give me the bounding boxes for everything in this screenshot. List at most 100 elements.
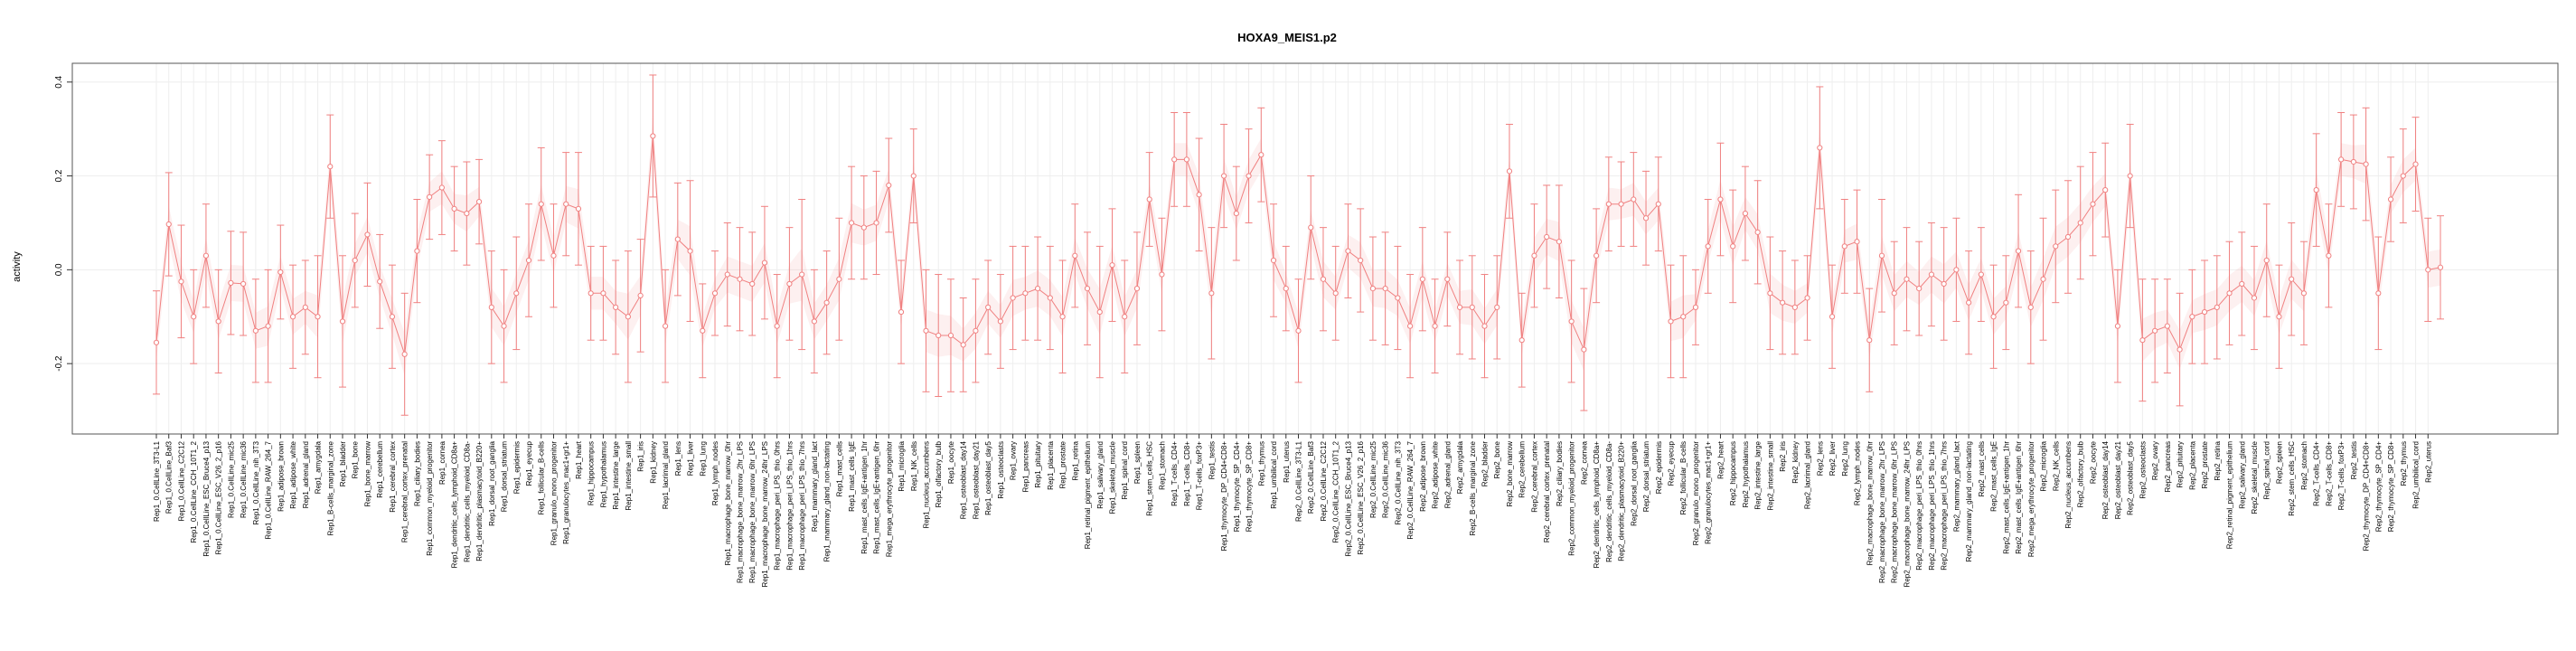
- x-tick-label: Rep1_macrophage_peri_LPS_thio_0hrs: [774, 441, 782, 571]
- x-tick-label: Rep1_T-cells_foxP3+: [1196, 441, 1204, 511]
- data-point: [898, 308, 905, 316]
- data-point: [2289, 276, 2295, 282]
- data-point: [2400, 173, 2406, 179]
- data-point: [1904, 276, 1910, 282]
- x-tick-label: Rep2_ciliary_bodies: [1556, 441, 1564, 506]
- data-point: [1332, 290, 1339, 297]
- x-tick-label: Rep1_0.CellLine_mic36: [240, 440, 248, 517]
- data-point: [1730, 243, 1736, 250]
- data-point: [2412, 161, 2419, 167]
- x-tick-label: Rep1_adipose_white: [289, 440, 297, 508]
- x-tick-label: Rep1_bone_marrow: [363, 441, 371, 507]
- x-tick-label: Rep1_dendritic_plasmacytoid_B220+: [475, 441, 484, 561]
- data-point: [1581, 346, 1587, 353]
- x-tick-label: Rep1_lung: [699, 441, 707, 476]
- data-point: [997, 318, 1003, 325]
- x-tick-label: Rep2_osteoblast_day21: [2114, 440, 2122, 519]
- x-tick-label: Rep1_cerebellum: [376, 441, 384, 498]
- x-tick-label: Rep2_NK_cells: [2052, 441, 2060, 491]
- data-point: [1220, 173, 1227, 179]
- data-point: [923, 327, 929, 334]
- data-point: [1680, 314, 1687, 320]
- x-tick-label: Rep2_lymph_nodes: [1854, 441, 1862, 505]
- chart-title: HOXA9_MEIS1.p2: [1237, 31, 1337, 44]
- x-tick-label: Rep2_osteoblast_day5: [2127, 440, 2135, 514]
- x-tick-label: Rep1_mast_cells: [835, 441, 843, 496]
- data-point: [1258, 152, 1264, 158]
- x-tick-label: Rep1_intestine_large: [612, 440, 620, 509]
- x-tick-label: Rep2_macrophage_peri_LPS_thio_0hrs: [1915, 441, 1923, 571]
- data-point: [265, 323, 271, 329]
- x-tick-label: Rep1_thymocyte_DP_CD4+CD8+: [1220, 441, 1228, 552]
- y-tick-label: 0.4: [54, 75, 64, 88]
- data-point: [947, 332, 954, 339]
- data-point: [1295, 327, 1302, 334]
- data-point: [550, 252, 557, 259]
- data-point: [1928, 271, 1935, 278]
- data-point: [935, 332, 942, 339]
- data-point: [1829, 314, 1836, 320]
- x-tick-label: Rep2_stomach: [2300, 441, 2308, 490]
- data-point: [178, 278, 184, 285]
- data-point: [1767, 290, 1773, 297]
- x-tick-label: Rep1_dorsal_striatum: [501, 441, 509, 513]
- x-tick-label: Rep2_microglia: [2040, 440, 2048, 491]
- x-tick-label: Rep2_retina: [2214, 440, 2222, 480]
- data-point: [2350, 158, 2356, 165]
- x-tick-label: Rep1_adipose_brown: [277, 441, 285, 512]
- x-tick-label: Rep2_epidermis: [1655, 441, 1663, 494]
- x-tick-label: Rep1_nucleus_accumbens: [922, 441, 930, 529]
- x-tick-label: Rep1_thymocyte_SP_CD8+: [1246, 441, 1254, 533]
- x-tick-label: Rep1_bone: [352, 440, 360, 478]
- data-point: [1419, 276, 1425, 282]
- data-point: [1183, 156, 1189, 163]
- x-tick-label: Rep2_dendritic_cells_lymphoid_CD8a+: [1593, 441, 1601, 569]
- data-point: [464, 210, 470, 217]
- x-tick-label: Rep1_adrenal_gland: [302, 441, 310, 508]
- grid-lines: [72, 63, 2558, 434]
- x-tick-label: Rep2_bladder: [1481, 441, 1490, 487]
- data-point: [1047, 295, 1053, 301]
- x-tick-label: Rep2_T-cells_foxP3+: [2337, 441, 2346, 511]
- x-tick-label: Rep1_macrophage_bone_marrow_0hr: [724, 441, 732, 566]
- data-point: [1432, 323, 1438, 329]
- x-tick-label: Rep1_amygdala: [315, 440, 323, 494]
- x-tick-label: Rep1_retinal_pigment_epithelium: [1084, 441, 1092, 550]
- x-tick-label: Rep1_granulocytes_mac1+gr1+: [562, 441, 570, 544]
- data-point: [1941, 280, 1947, 288]
- data-point: [2338, 156, 2345, 163]
- x-tick-label: Rep2_0.CellLine_mic36: [1382, 440, 1390, 517]
- data-point: [2040, 276, 2046, 282]
- data-point: [1308, 224, 1314, 231]
- x-tick-label: Rep2_macrophage_bone_marrow_0hr: [1866, 441, 1874, 566]
- data-point: [1817, 145, 1823, 151]
- data-point: [1780, 299, 1786, 306]
- x-tick-label: Rep1_0.CellLine_ESC_V26_2_p16: [215, 440, 223, 554]
- data-point: [202, 252, 210, 259]
- data-point: [2189, 314, 2195, 320]
- x-tick-label: Rep2_kidney: [1791, 441, 1800, 484]
- data-point: [799, 271, 805, 278]
- x-tick-label: Rep1_cerebral_cortex_prenatal: [401, 441, 409, 542]
- x-tick-label: Rep2_umbilical_cord: [2412, 441, 2421, 509]
- data-point: [2300, 290, 2308, 297]
- x-tick-label: Rep2_common_myeloid_progenitor: [1568, 441, 1576, 556]
- x-tick-label: Rep1_mammary_gland_non-lactating: [823, 441, 832, 561]
- x-tick-label: Rep2_hippocampus: [1729, 441, 1737, 505]
- x-tick-label: Rep2_bone_marrow: [1506, 441, 1514, 507]
- x-tick-label: Rep1_follicular_B-cells: [538, 441, 546, 514]
- x-tick-label: Rep2_intestine_large: [1754, 440, 1763, 509]
- data-point: [1642, 215, 1650, 222]
- x-tick-label: Rep1_dendritic_cells_myeloid_CD8a-: [463, 441, 471, 562]
- x-tick-label: Rep1_mast_cells_IgE+antigen_1hr: [860, 441, 869, 554]
- data-point: [761, 259, 768, 266]
- data-point: [1568, 318, 1575, 325]
- data-point: [848, 220, 855, 226]
- x-tick-label: Rep2_cerebellum: [1518, 441, 1527, 498]
- x-tick-label: Rep1_common_myeloid_progenitor: [426, 441, 434, 556]
- x-tick-label: Rep1_0.CellLine_CCH_10T1_2: [190, 440, 198, 542]
- data-point: [289, 314, 296, 320]
- x-tick-label: Rep2_osteoclasts: [2139, 441, 2147, 499]
- data-point: [2226, 290, 2233, 297]
